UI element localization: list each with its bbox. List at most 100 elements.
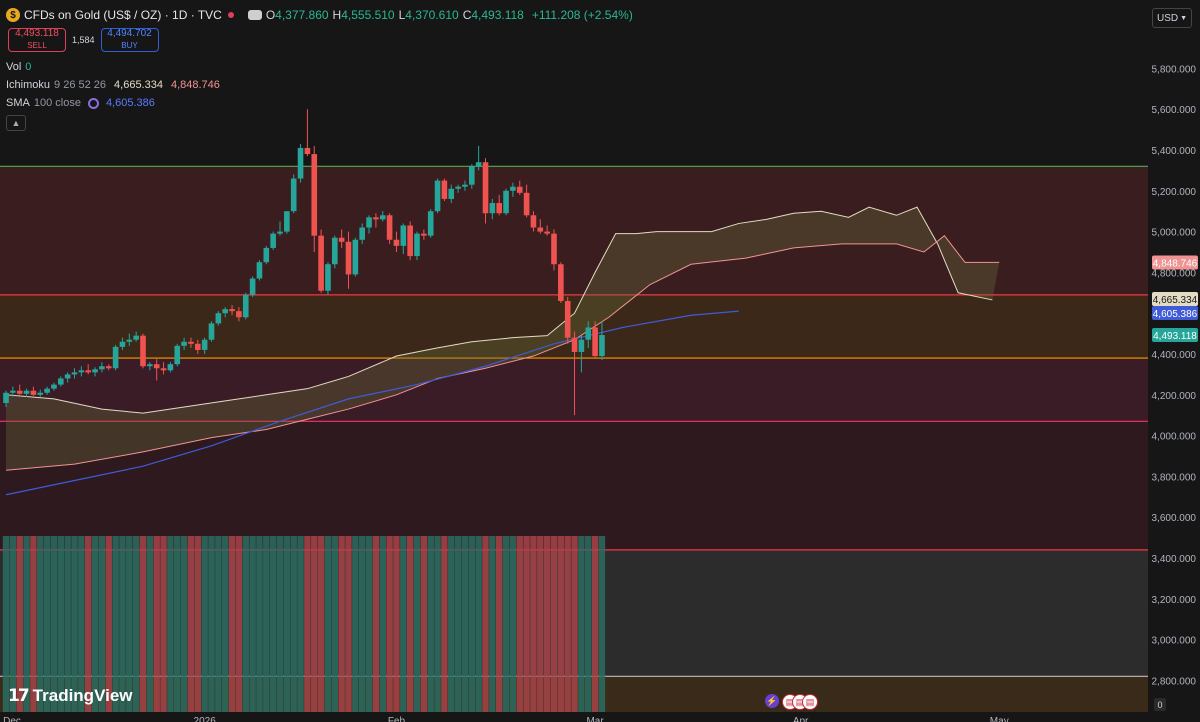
x-axis[interactable]: Dec 2026 Feb Mar Apr May (0, 712, 1148, 722)
candle-body (318, 235, 324, 291)
indicator-ichimoku[interactable]: Ichimoku 9 26 52 26 4,665.334 4,848.746 (6, 76, 633, 94)
volume-bar (43, 536, 51, 712)
volume-bar (420, 536, 428, 712)
us-flag-event-icon[interactable]: ▤ (802, 694, 818, 710)
volume-bar (180, 536, 188, 712)
candle-body (462, 184, 468, 187)
volume-bar (468, 536, 475, 712)
volume-bar (201, 536, 208, 712)
currency-label: USD (1156, 12, 1179, 24)
volume-bar (256, 536, 263, 712)
volume-bar (585, 536, 592, 712)
y-tick-label: 3,200.000 (1152, 595, 1197, 606)
cloud-span-a (5, 206, 993, 414)
candle-body (379, 215, 386, 220)
candlesticks (3, 109, 605, 416)
buy-label: BUY (121, 41, 138, 50)
candle-body (256, 262, 263, 279)
volume-bar (406, 536, 414, 712)
candle-body (16, 390, 23, 394)
market-status-dot-icon[interactable] (227, 12, 234, 18)
candle-body (352, 239, 359, 275)
volume-bar (64, 536, 71, 712)
currency-selector[interactable]: USD ▼ (1152, 8, 1192, 28)
volume-bar (386, 536, 393, 712)
candle-body (599, 335, 605, 357)
volume-bar (112, 536, 119, 712)
y-tick-label: 5,200.000 (1152, 187, 1197, 198)
candle-body (297, 147, 304, 179)
candle-body (277, 231, 283, 234)
ohlc-key: C (462, 8, 472, 22)
pane-zero-button[interactable]: 0 (1154, 698, 1166, 711)
symbol-title[interactable]: CFDs on Gold (US$ / OZ) · 1D · TVC (24, 8, 222, 22)
chart-legend: $ CFDs on Gold (US$ / OZ) · 1D · TVC O4,… (6, 6, 633, 131)
x-tick-label: Feb (388, 716, 406, 722)
candle-body (112, 346, 119, 369)
volume-bar (269, 536, 277, 712)
candle-body (475, 162, 482, 167)
volume-bar (208, 536, 215, 712)
candle-body (201, 339, 208, 350)
y-axis[interactable]: 2,800.000 3,000.000 3,200.000 3,400.000 3,60… (1150, 0, 1200, 722)
volume-bar (91, 536, 99, 712)
volume-bar (338, 536, 345, 712)
indicator-vol[interactable]: Vol 0 (6, 58, 633, 76)
volume-bar (23, 536, 30, 712)
candle-body (10, 390, 16, 393)
volume-bar (78, 536, 85, 712)
price-tag-label: 4,665.334 (1153, 295, 1198, 306)
lightning-event-icon[interactable]: ⚡ (765, 694, 779, 708)
volume-bar (400, 536, 407, 712)
sma-params: 100 close (33, 97, 81, 109)
candle-body (160, 368, 167, 371)
trade-buttons: 4,493.118 SELL 1,584 4,494.702 BUY (8, 28, 633, 52)
candle-body (448, 188, 455, 199)
tradingview-logo[interactable]: 17 TradingView (8, 686, 133, 706)
sell-price: 4,493.118 (15, 28, 59, 39)
volume-bar (516, 536, 523, 712)
candle-body (195, 343, 201, 350)
sma-100-line (5, 310, 740, 496)
y-tick-label: 3,600.000 (1152, 513, 1197, 524)
ohlc-key: H (332, 8, 342, 22)
buy-button[interactable]: 4,494.702 BUY (100, 28, 159, 52)
volume-bar (146, 536, 154, 712)
volume-bar (523, 536, 530, 712)
x-tick-label: Mar (586, 716, 604, 722)
volume-bar (598, 536, 606, 712)
minimize-legend-icon[interactable] (247, 10, 262, 20)
candle-body (434, 180, 441, 212)
volume-bar (461, 536, 469, 712)
volume-bar (283, 536, 291, 712)
indicator-sma[interactable]: SMA 100 close 4,605.386 (6, 94, 633, 112)
sma-value: 4,605.386 (105, 97, 155, 109)
volume-bar (530, 536, 537, 712)
ohlc-value: 4,493.118 (471, 8, 524, 22)
volume-bar (379, 536, 386, 712)
volume-bar (502, 536, 510, 712)
y-tick-label: 5,400.000 (1152, 146, 1197, 157)
volume-bar (85, 536, 92, 712)
volume-bar (448, 536, 455, 712)
x-axis-bg (0, 712, 1148, 722)
candle-body (85, 370, 91, 373)
ichimoku-label: Ichimoku (6, 79, 51, 91)
y-tick-label: 4,200.000 (1152, 391, 1197, 402)
sma-label: SMA (6, 97, 30, 109)
candle-body (503, 190, 509, 214)
loading-spinner-icon (87, 97, 99, 109)
candle-body (99, 366, 105, 370)
volume-bar (475, 536, 482, 712)
sell-button[interactable]: 4,493.118 SELL (8, 28, 66, 52)
buy-price: 4,494.702 (107, 28, 152, 39)
candle-body (469, 166, 475, 185)
volume-bar (509, 536, 517, 712)
volume-bar (263, 536, 270, 712)
volume-bar (496, 536, 503, 712)
volume-bar (297, 536, 304, 712)
volume-bar (30, 536, 37, 712)
candle-body (373, 217, 379, 220)
chevron-up-icon[interactable]: ▲ (6, 115, 26, 131)
